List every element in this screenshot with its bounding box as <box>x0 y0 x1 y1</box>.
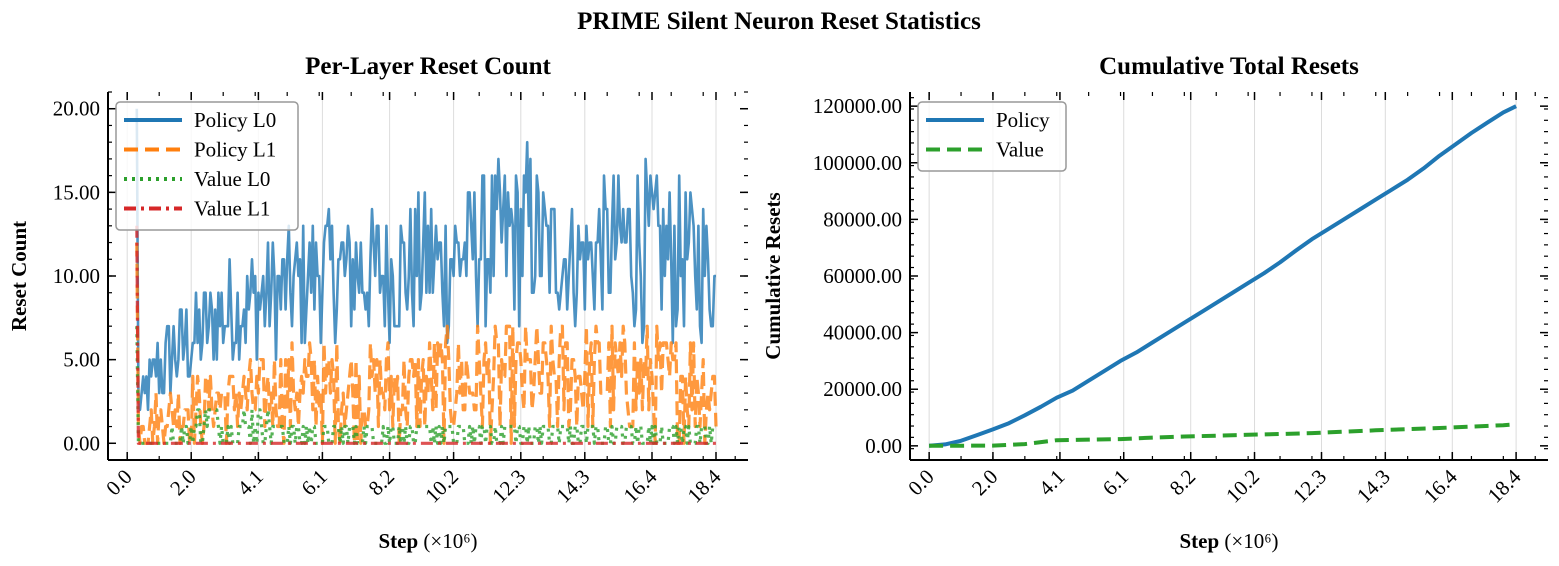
x-tick-label: 6.1 <box>296 465 332 501</box>
per-layer-reset-count-panel: Per-Layer Reset Count 0.0 2.0 4.1 6.1 8.2 10.2… <box>7 53 748 553</box>
x-tick-label: 12.3 <box>1288 465 1331 508</box>
y-tick-label: 20.00 <box>53 97 100 121</box>
x-tick-label: 16.4 <box>1419 464 1462 507</box>
plot-area <box>928 104 1517 448</box>
plot-area <box>135 108 718 445</box>
x-tick-label: 4.1 <box>1034 465 1070 501</box>
legend-label: Value L0 <box>194 167 270 191</box>
x-tick-label: 0.0 <box>101 465 137 501</box>
series-line-value <box>929 422 1517 448</box>
x-tick-label: 2.0 <box>967 465 1003 501</box>
y-tick-label: 20000.00 <box>823 377 902 401</box>
series-line-value-l1 <box>135 225 716 445</box>
y-tick-label: 120000.00 <box>813 94 902 118</box>
panel-title: Per-Layer Reset Count <box>305 53 551 80</box>
x-tick-label: 10.2 <box>1221 465 1264 508</box>
legend-label: Value <box>996 138 1044 162</box>
legend-label: Policy L1 <box>194 138 276 162</box>
y-axis-label: Reset Count <box>7 221 31 331</box>
x-tick-label: 10.2 <box>420 465 463 508</box>
y-tick-label: 40000.00 <box>823 321 902 345</box>
legend-box <box>115 101 299 231</box>
y-tick-label: 10.00 <box>53 264 100 288</box>
legend-label: Policy <box>996 108 1050 132</box>
x-tick-label: 18.4 <box>683 464 726 507</box>
legend-label: Policy L0 <box>194 108 276 132</box>
y-tick-label: 0.00 <box>865 434 902 458</box>
x-tick-label: 14.3 <box>551 465 594 508</box>
x-axis-label: Step (×10⁶) <box>1179 529 1278 553</box>
y-tick-label: 100000.00 <box>813 151 902 175</box>
y-tick-label: 5.00 <box>63 348 100 372</box>
series-line-policy-l1 <box>135 242 718 445</box>
y-tick-label: 80000.00 <box>823 207 902 231</box>
y-tick-label: 15.00 <box>53 180 100 204</box>
series-line-policy <box>928 104 1517 448</box>
x-tick-label: 8.2 <box>1165 465 1201 501</box>
y-tick-label: 60000.00 <box>823 264 902 288</box>
x-tick-label: 12.3 <box>487 465 530 508</box>
figure-suptitle: PRIME Silent Neuron Reset Statistics <box>577 8 981 35</box>
legend-label: Value L1 <box>194 197 270 221</box>
x-tick-label: 14.3 <box>1352 465 1395 508</box>
x-tick-label: 2.0 <box>165 465 201 501</box>
x-tick-label: 0.0 <box>903 465 939 501</box>
series-line-policy-l0 <box>135 108 716 412</box>
x-tick-label: 16.4 <box>619 464 662 507</box>
series-line-value-l0 <box>135 326 716 445</box>
panel-title: Cumulative Total Resets <box>1099 53 1359 80</box>
x-axis-label: Step (×10⁶) <box>378 529 477 553</box>
x-tick-label: 6.1 <box>1098 465 1134 501</box>
x-tick-label: 4.1 <box>232 465 268 501</box>
y-tick-label: 0.00 <box>63 431 100 455</box>
x-tick-label: 8.2 <box>364 465 400 501</box>
x-tick-label: 18.4 <box>1483 464 1526 507</box>
y-axis-label: Cumulative Resets <box>761 192 785 359</box>
cumulative-resets-panel: Cumulative Total Resets 0.0 2.0 4.1 6.1 8.2 10… <box>761 53 1548 553</box>
